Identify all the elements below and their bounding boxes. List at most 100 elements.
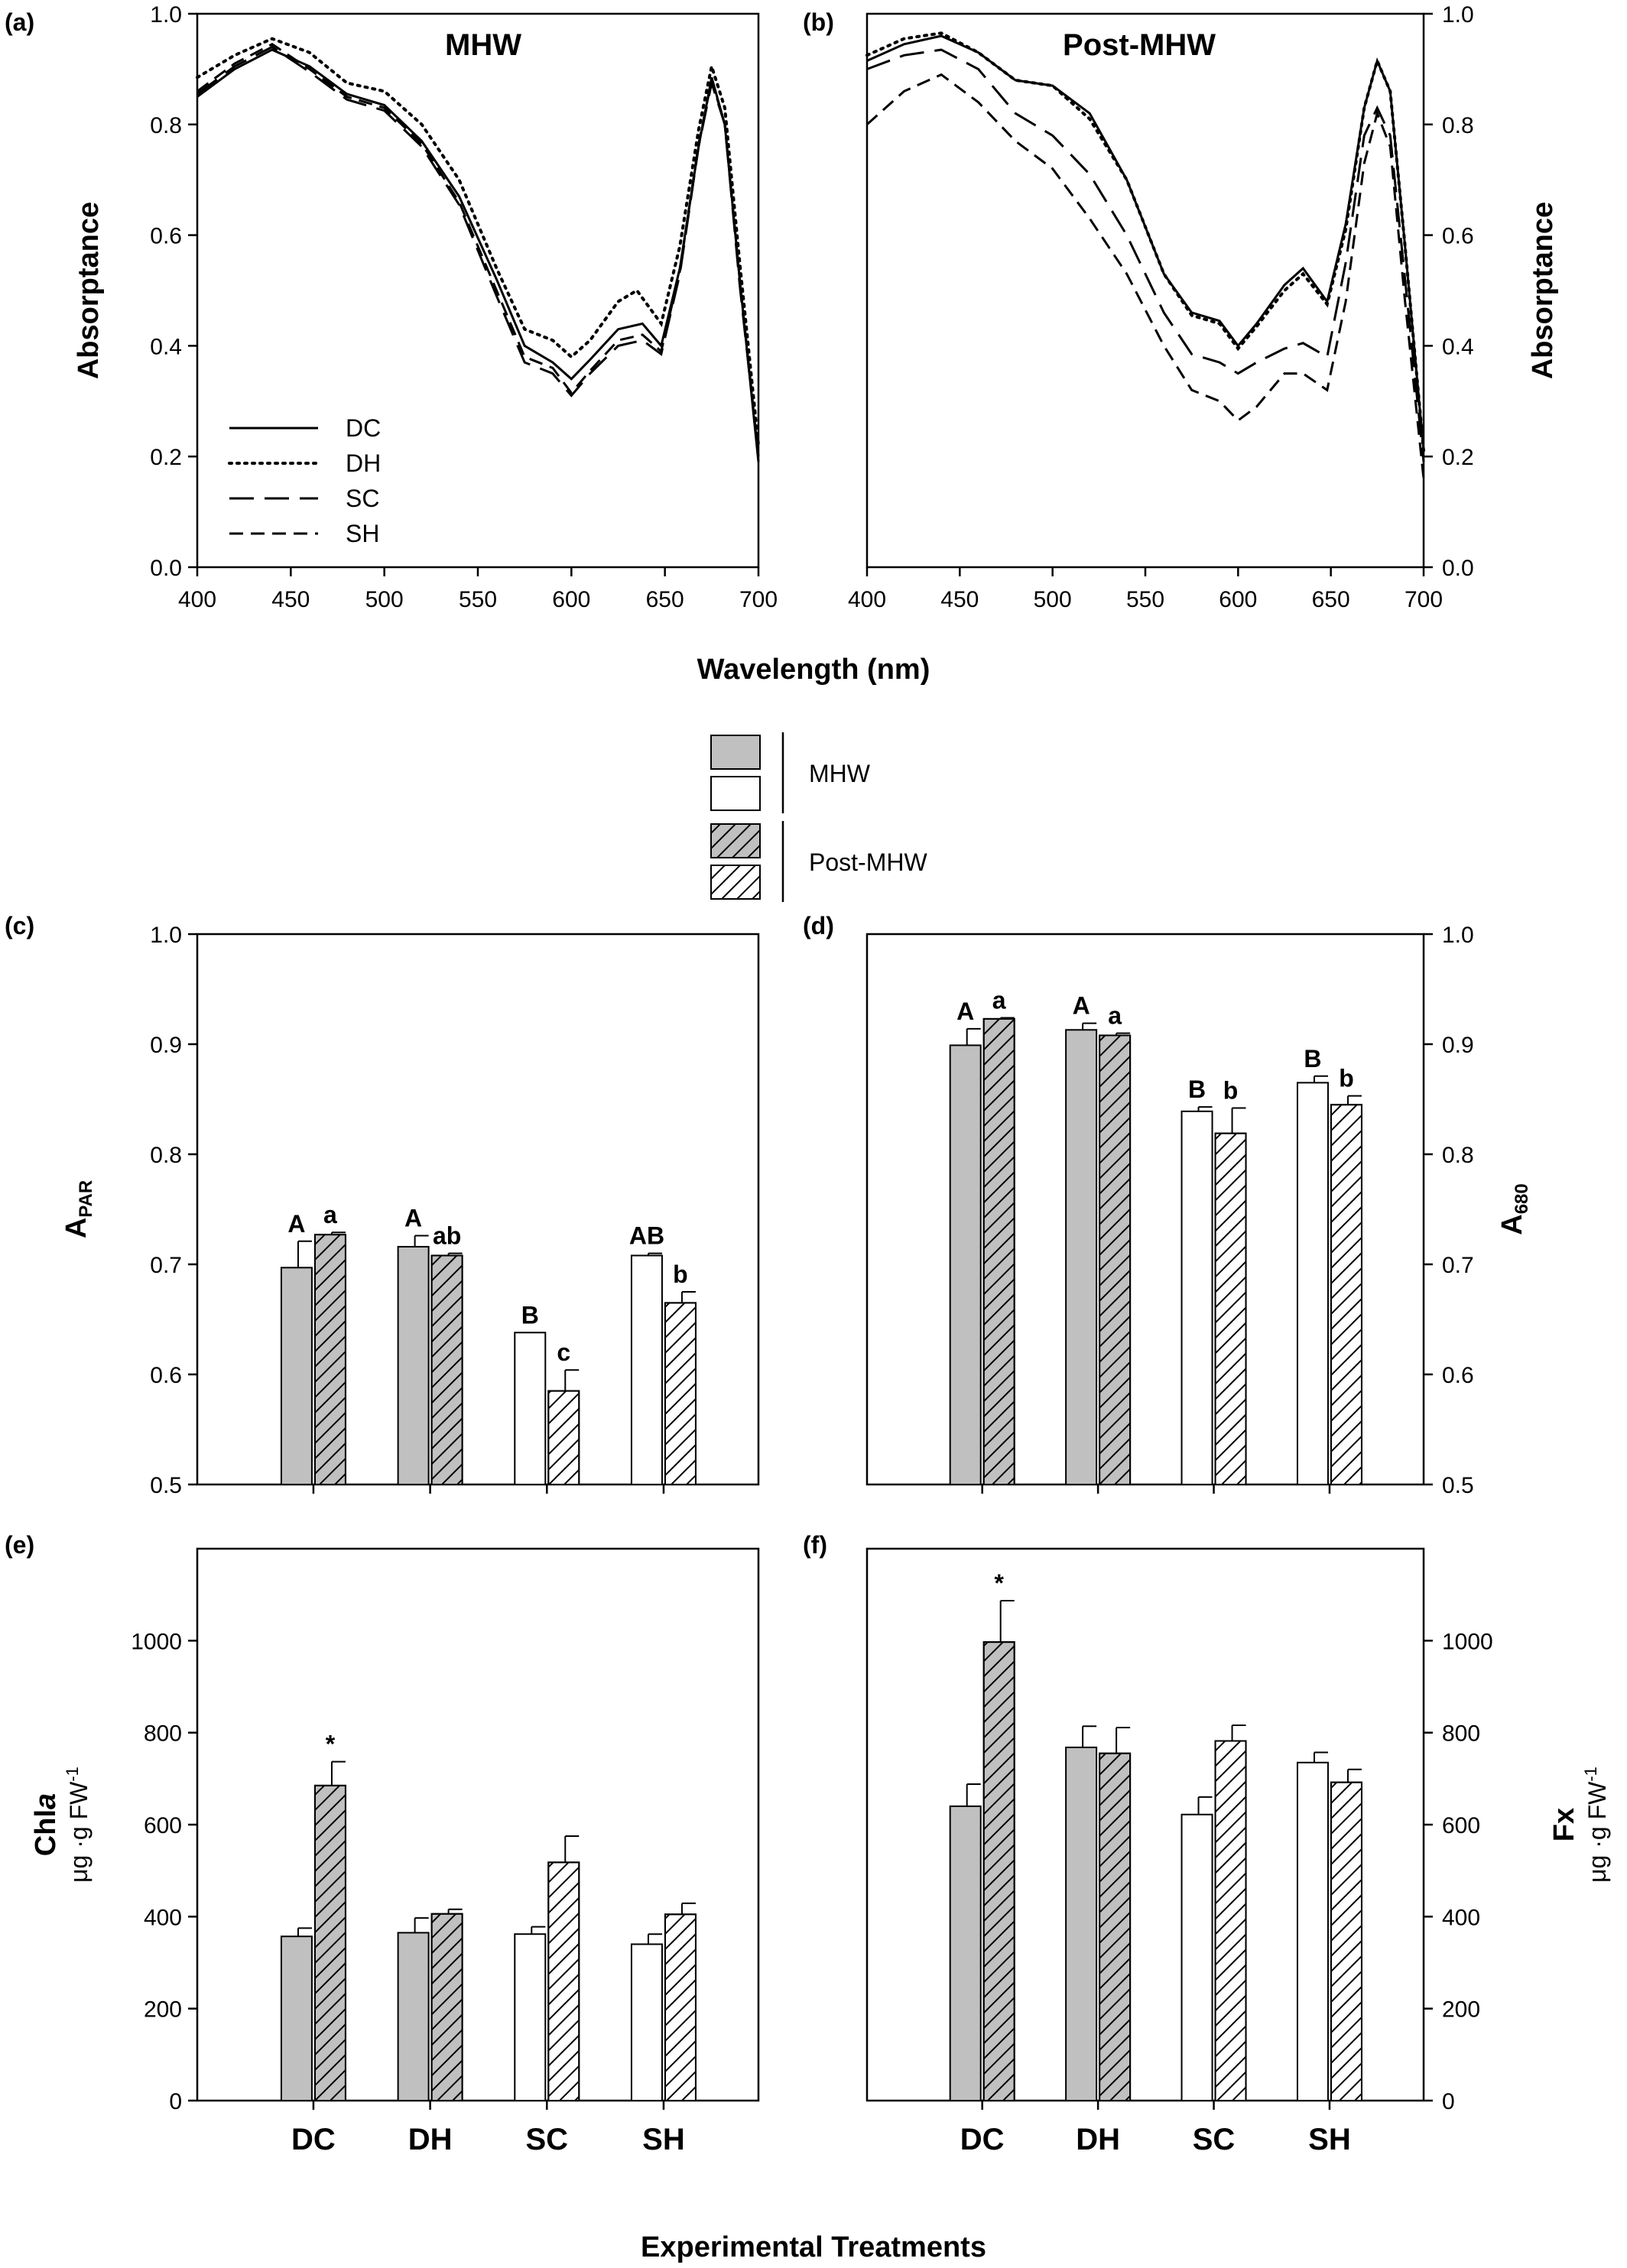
- panel-f-bar-sh-mhw: [1296, 1761, 1329, 2101]
- panel-c-y-tick-label: 0.6: [150, 1363, 182, 1388]
- panel-f-y-axis-label: Fx: [1548, 1808, 1580, 1841]
- panel-d-y-tick-label: 0.5: [1442, 1473, 1474, 1498]
- bar-legend-swatch-hatch: [710, 865, 761, 900]
- panel-f: 0 200 400 600 800 1000 (f) DC * DH SC SH Fx μg ·g FW-…: [803, 1531, 1611, 2156]
- panel-e-panel-tag: (e): [5, 1531, 34, 1559]
- panel-f-bar-dh-mhw: [1065, 1746, 1098, 2101]
- panel-a-y-tick-label: 1.0: [150, 2, 182, 28]
- panel-b-x-tick-label: 550: [1126, 587, 1164, 612]
- panel-c-significance-label: B: [521, 1301, 539, 1329]
- bar-legend-swatch-hatch: [710, 823, 761, 858]
- panel-a-x-tick-label: 400: [178, 587, 216, 612]
- panel-f-bar-sc-mhw: [1180, 1813, 1213, 2102]
- panel-a: 0.0 0.2 0.4 0.6 0.8 1.0 (a) 400 450 500 550 600 650 7…: [5, 2, 778, 612]
- panel-a-x-tick-label: 650: [646, 587, 684, 612]
- panel-d-bar-dh-mhw: [1065, 1029, 1098, 1485]
- panel-f-bar-dc-mhw: [949, 1805, 982, 2102]
- panel-c-bar-hatch: [664, 1302, 697, 1486]
- panel-e-category-label: SH: [642, 2123, 685, 2156]
- panel-c-bar-sh-mhw: [630, 1254, 663, 1485]
- panel-e-y-axis-label: Chla: [30, 1793, 62, 1856]
- panel-d-significance-label: B: [1304, 1045, 1321, 1072]
- panel-d-bar-dc-mhw: [949, 1044, 982, 1485]
- panel-c-y-tick-label: 1.0: [150, 923, 182, 948]
- panel-c-y-tick-label: 0.7: [150, 1253, 182, 1278]
- panel-e-bar-dh-mhw: [397, 1932, 430, 2101]
- panel-d-significance-label: a: [992, 986, 1006, 1014]
- panel-b-x-tick-label: 600: [1219, 587, 1257, 612]
- panel-a-y-axis-label: Absorptance: [73, 202, 105, 379]
- bar-legend-swatch: [710, 776, 761, 811]
- panel-b-series-sc: [866, 48, 1425, 462]
- panel-e-bar-hatch: [664, 1913, 697, 2101]
- panel-f-category-label: SH: [1308, 2123, 1351, 2156]
- panel-a-panel-tag: (a): [5, 8, 34, 36]
- panel-f-bar-hatch: [1214, 1740, 1247, 2101]
- panel-f-significance-label: *: [994, 1569, 1004, 1597]
- panel-a-x-tick-label: 700: [739, 587, 778, 612]
- panel-a-legend-label: DH: [346, 449, 381, 477]
- bars-x-axis-label: Experimental Treatments: [641, 2231, 986, 2263]
- panel-e-bar-hatch: [313, 1784, 346, 2102]
- panel-c-bar-hatch: [313, 1234, 346, 1485]
- panel-c-significance-label: ab: [433, 1222, 461, 1250]
- panel-b-x-tick-label: 450: [940, 587, 979, 612]
- panel-c-significance-label: A: [287, 1210, 305, 1238]
- panel-f-bar-hatch: [1330, 1781, 1362, 2102]
- panel-b-x-tick-label: 500: [1034, 587, 1072, 612]
- panel-e-y-tick-label: 200: [144, 1997, 182, 2023]
- panel-d-significance-label: A: [956, 998, 974, 1025]
- panel-d-panel-tag: (d): [803, 912, 834, 939]
- panel-c-plot-frame: [196, 933, 760, 1486]
- panel-b-series-sh: [865, 73, 1425, 479]
- panel-b-x-tick-label: 650: [1312, 587, 1350, 612]
- panel-e-category-label: DC: [291, 2123, 336, 2156]
- panel-d-significance-label: b: [1223, 1077, 1239, 1105]
- panel-a-legend-label: DC: [346, 414, 381, 442]
- panel-b-y-tick-label: 0.8: [1442, 113, 1474, 138]
- panel-b-y-tick-label: 0.6: [1442, 224, 1474, 249]
- panel-e-y-tick-label: 800: [144, 1721, 182, 1747]
- panel-d-y-tick-label: 0.9: [1442, 1033, 1474, 1058]
- panel-a-y-tick-label: 0.6: [150, 224, 182, 249]
- panel-a-series-sh: [196, 43, 760, 457]
- panel-a-series-dh: [196, 37, 760, 447]
- bar-legend-label: MHW: [809, 760, 871, 787]
- panel-c-significance-label: c: [557, 1338, 570, 1366]
- panel-d-significance-label: a: [1108, 1002, 1122, 1030]
- panel-a-legend-label: SC: [346, 485, 379, 512]
- panel-f-category-label: DC: [960, 2123, 1005, 2156]
- panel-c-bar-dh-mhw: [397, 1245, 430, 1485]
- panel-b-y-tick-label: 1.0: [1442, 2, 1474, 28]
- panel-a-x-tick-label: 450: [271, 587, 310, 612]
- panel-b-plot-frame: [865, 12, 1425, 569]
- panel-a-x-tick-label: 550: [459, 587, 497, 612]
- panel-d-bar-sh-mhw: [1296, 1082, 1329, 1485]
- panel-c-significance-label: b: [673, 1261, 688, 1288]
- panel-a-y-tick-label: 0.2: [150, 445, 182, 470]
- panel-e-category-label: DH: [408, 2123, 453, 2156]
- panel-d-plot-frame: [865, 933, 1425, 1486]
- panel-c-significance-label: AB: [629, 1222, 664, 1250]
- panel-e-bar-hatch: [430, 1913, 463, 2102]
- panel-c-significance-label: a: [323, 1201, 337, 1228]
- panel-f-y-tick-label: 0: [1442, 2089, 1455, 2114]
- panel-d-bar-sc-mhw: [1180, 1110, 1213, 1485]
- panel-f-bar-hatch: [982, 1641, 1015, 2102]
- panel-b-series-dh: [865, 31, 1425, 453]
- panel-f-y-tick-label: 800: [1442, 1721, 1480, 1747]
- panel-b-series-dc: [866, 34, 1425, 452]
- panel-c-y-axis-label: APAR: [60, 1180, 96, 1238]
- panel-e: 0 200 400 600 800 1000 (e) DC * DH SC SH Chla μg ·g F…: [5, 1531, 760, 2156]
- spectra-x-axis-label: Wavelength (nm): [697, 654, 930, 686]
- panel-d-y-tick-label: 1.0: [1442, 923, 1474, 948]
- panel-c-bar-hatch: [430, 1254, 463, 1485]
- panel-d-significance-label: A: [1073, 992, 1090, 1020]
- panel-c-y-tick-label: 0.8: [150, 1143, 182, 1168]
- panel-d-bar-hatch: [1330, 1104, 1362, 1485]
- panel-d-bar-hatch: [1214, 1132, 1247, 1485]
- panel-c-y-tick-label: 0.9: [150, 1033, 182, 1058]
